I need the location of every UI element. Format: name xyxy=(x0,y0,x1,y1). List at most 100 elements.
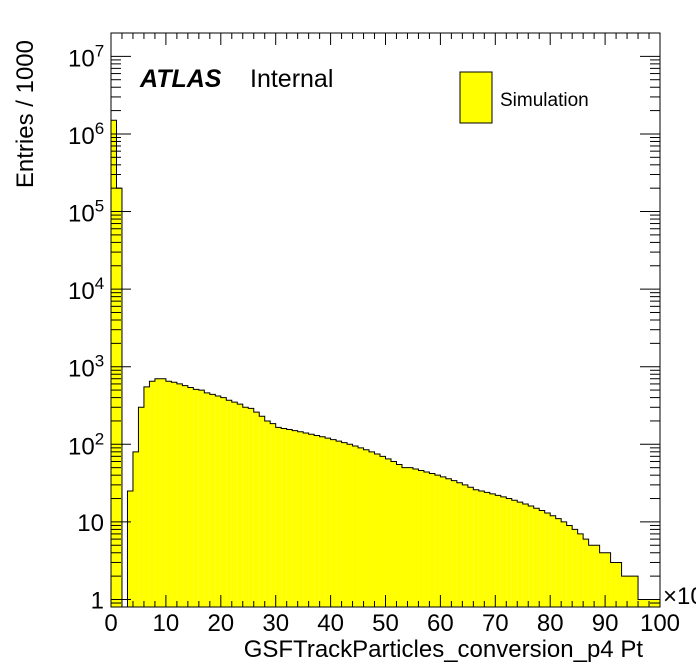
y-tick-label: 105 xyxy=(68,197,104,228)
histogram-bin xyxy=(380,456,386,607)
histogram-bin xyxy=(577,533,584,607)
histogram-bin xyxy=(423,471,430,607)
histogram-bin xyxy=(566,525,573,607)
histogram-bin xyxy=(220,397,227,607)
histogram-bin xyxy=(605,552,611,607)
histogram-bin xyxy=(303,432,309,607)
histogram-bin xyxy=(440,476,446,607)
histogram-bin xyxy=(434,475,441,607)
y-tick-label: 103 xyxy=(68,352,104,383)
histogram-bin xyxy=(198,390,205,607)
histogram-bin xyxy=(374,453,381,607)
histogram-bin xyxy=(160,378,166,607)
histogram-bin xyxy=(638,599,644,607)
histogram-bin xyxy=(330,439,337,607)
histogram-bin xyxy=(429,473,435,607)
histogram-bin xyxy=(111,120,117,608)
histogram-outline xyxy=(110,119,661,608)
histogram-bin xyxy=(407,467,413,607)
histogram-bin xyxy=(242,407,249,607)
x-tick-label: 60 xyxy=(427,610,454,637)
histogram-bin xyxy=(588,545,595,607)
histogram-bin xyxy=(511,500,518,607)
histogram-bin xyxy=(445,478,452,607)
histogram-bin xyxy=(259,416,265,607)
histogram-bin xyxy=(462,484,468,607)
x-axis-tick-labels: 0 10 20 30 40 50 60 70 80 90 100 xyxy=(104,610,680,637)
histogram-bin xyxy=(369,451,375,607)
histogram-bin xyxy=(473,489,479,607)
histogram-bin xyxy=(176,383,183,607)
histogram-bin xyxy=(127,491,133,607)
histogram-bin xyxy=(165,381,172,607)
histogram-bin xyxy=(555,518,562,607)
histogram-bin xyxy=(467,487,474,607)
y-tick-label: 102 xyxy=(68,429,104,460)
histogram-bin xyxy=(171,382,177,607)
histogram-bin xyxy=(506,498,512,607)
histogram-bin xyxy=(187,387,194,607)
histogram-bin xyxy=(621,576,628,607)
histogram-bin xyxy=(484,492,490,607)
y-tick-label: 107 xyxy=(68,41,104,72)
histogram-bin xyxy=(149,381,155,607)
histogram-bin xyxy=(319,436,326,607)
histogram-bin xyxy=(451,480,457,607)
y-tick-label: 104 xyxy=(68,274,104,305)
x-tick-label: 100 xyxy=(640,610,680,637)
y-axis-tick-labels: 1 10 102 103 104 105 106 107 xyxy=(68,41,104,614)
histogram-bin xyxy=(489,493,496,607)
histogram-bin xyxy=(292,430,298,607)
x-tick-label: 20 xyxy=(207,610,234,637)
histogram-bin xyxy=(237,404,243,607)
histogram-bin xyxy=(401,467,408,607)
x-tick-label: 80 xyxy=(537,610,564,637)
histogram-bin xyxy=(544,513,551,607)
x-tick-label: 90 xyxy=(592,610,619,637)
histogram-bin xyxy=(347,444,353,607)
histogram-bin xyxy=(215,395,221,607)
histogram-bin xyxy=(314,435,320,607)
histogram-bin xyxy=(231,402,238,607)
legend-label-simulation: Simulation xyxy=(500,90,589,111)
histogram-bin xyxy=(396,464,402,607)
histogram-bin xyxy=(495,495,501,607)
histogram-bin xyxy=(204,392,210,607)
histogram-bin xyxy=(385,458,391,607)
histogram-bin xyxy=(594,545,600,607)
histogram-bin xyxy=(522,504,529,607)
histogram-series xyxy=(110,119,661,608)
histogram-bin xyxy=(270,423,276,607)
atlas-status-label: Internal xyxy=(250,65,333,93)
histogram-bin xyxy=(281,428,287,607)
histogram-bin xyxy=(286,429,293,607)
histogram-bin xyxy=(297,431,304,607)
histogram-bin xyxy=(363,449,370,607)
histogram-bin xyxy=(478,491,485,607)
y-tick-label: 10 xyxy=(77,510,104,537)
x-axis-multiplier: ×10 xyxy=(663,583,696,610)
x-tick-label: 30 xyxy=(262,610,289,637)
histogram-bin xyxy=(358,447,364,607)
histogram-bin xyxy=(275,427,282,607)
x-tick-label: 10 xyxy=(153,610,180,637)
histogram-bin xyxy=(528,506,534,607)
histogram-bin xyxy=(264,420,271,607)
histogram-bin xyxy=(632,576,639,607)
histogram-bin xyxy=(572,529,578,607)
histogram-bin xyxy=(550,515,556,607)
histogram-bin xyxy=(308,434,315,607)
histogram-bin xyxy=(226,400,232,607)
histogram-bin xyxy=(143,386,150,607)
histogram-bin xyxy=(561,521,567,607)
histogram-bin xyxy=(500,496,507,607)
histogram-bin xyxy=(154,378,161,607)
x-tick-label: 70 xyxy=(482,610,509,637)
histogram-bin xyxy=(533,508,540,607)
histogram-bin xyxy=(209,394,216,607)
histogram-bin xyxy=(325,438,331,607)
y-tick-label: 1 xyxy=(91,587,104,614)
histogram-bin xyxy=(341,442,348,607)
histogram-bin xyxy=(418,470,424,607)
histogram-bin xyxy=(456,482,463,607)
